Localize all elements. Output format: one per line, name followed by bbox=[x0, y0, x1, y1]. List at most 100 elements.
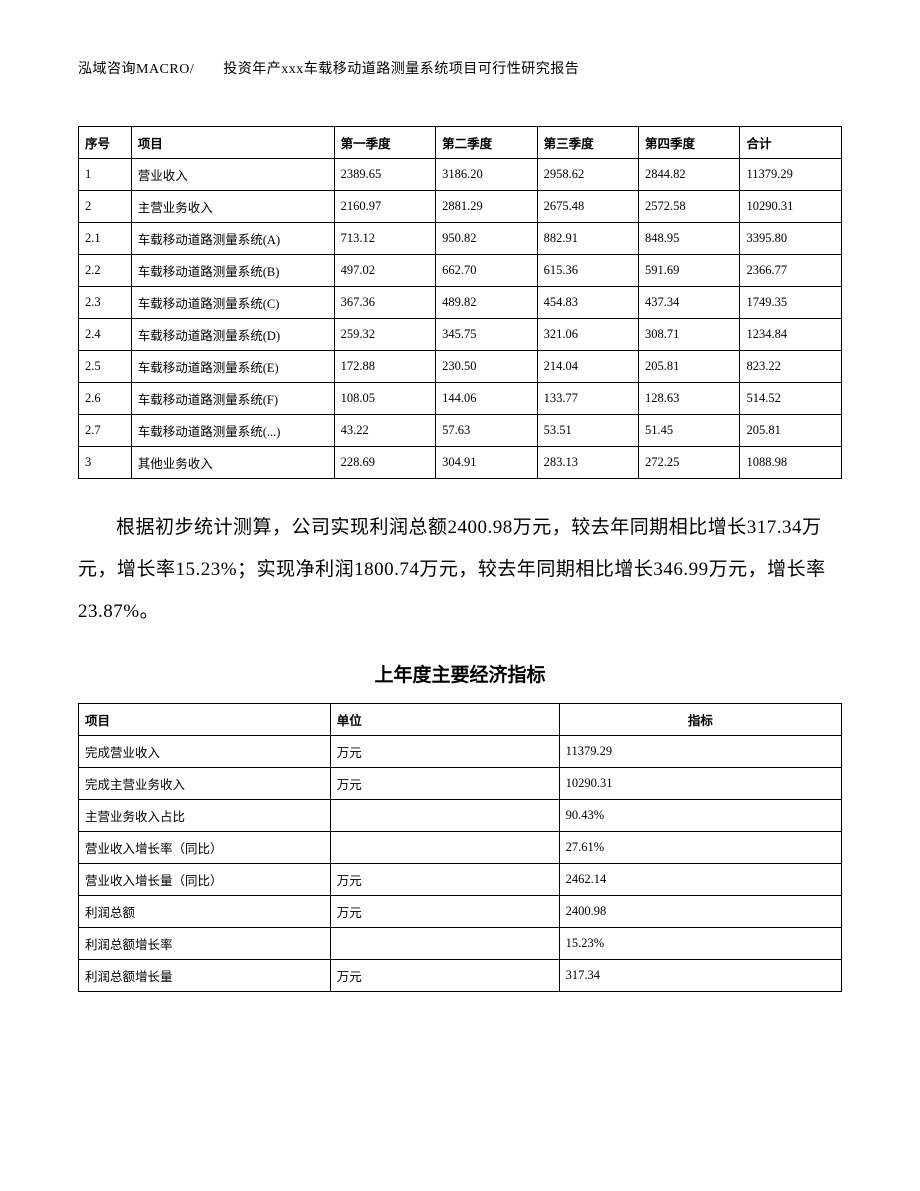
cell-total: 10290.31 bbox=[740, 191, 842, 223]
cell-q2: 144.06 bbox=[436, 383, 537, 415]
cell-total: 1234.84 bbox=[740, 319, 842, 351]
cell-item: 车载移动道路测量系统(B) bbox=[131, 255, 334, 287]
cell-q2: 304.91 bbox=[436, 447, 537, 479]
cell-unit: 万元 bbox=[330, 960, 559, 992]
cell-q4: 848.95 bbox=[639, 223, 740, 255]
th-q1: 第一季度 bbox=[334, 127, 435, 159]
cell-q2: 345.75 bbox=[436, 319, 537, 351]
cell-q1: 2160.97 bbox=[334, 191, 435, 223]
cell-unit: 万元 bbox=[330, 736, 559, 768]
cell-seq: 2.7 bbox=[79, 415, 132, 447]
cell-total: 3395.80 bbox=[740, 223, 842, 255]
economic-indicators-table: 项目 单位 指标 完成营业收入万元11379.29完成主营业务收入万元10290… bbox=[78, 703, 842, 992]
table-row: 营业收入增长率（同比）27.61% bbox=[79, 832, 842, 864]
cell-q1: 497.02 bbox=[334, 255, 435, 287]
cell-q3: 283.13 bbox=[537, 447, 638, 479]
table-row: 2.5车载移动道路测量系统(E)172.88230.50214.04205.81… bbox=[79, 351, 842, 383]
th-total: 合计 bbox=[740, 127, 842, 159]
cell-item: 车载移动道路测量系统(F) bbox=[131, 383, 334, 415]
cell-item: 主营业务收入 bbox=[131, 191, 334, 223]
cell-q4: 205.81 bbox=[639, 351, 740, 383]
cell-unit bbox=[330, 832, 559, 864]
table-row: 2.1车载移动道路测量系统(A)713.12950.82882.91848.95… bbox=[79, 223, 842, 255]
cell-value: 27.61% bbox=[559, 832, 841, 864]
cell-item: 主营业务收入占比 bbox=[79, 800, 331, 832]
cell-value: 11379.29 bbox=[559, 736, 841, 768]
cell-total: 205.81 bbox=[740, 415, 842, 447]
table-row: 利润总额增长量万元317.34 bbox=[79, 960, 842, 992]
table-row: 2.3车载移动道路测量系统(C)367.36489.82454.83437.34… bbox=[79, 287, 842, 319]
table-header-row: 序号 项目 第一季度 第二季度 第三季度 第四季度 合计 bbox=[79, 127, 842, 159]
table-row: 完成营业收入万元11379.29 bbox=[79, 736, 842, 768]
cell-seq: 2.6 bbox=[79, 383, 132, 415]
table-row: 主营业务收入占比 90.43% bbox=[79, 800, 842, 832]
cell-item: 车载移动道路测量系统(D) bbox=[131, 319, 334, 351]
cell-seq: 2.1 bbox=[79, 223, 132, 255]
table-row: 1营业收入2389.653186.202958.622844.8211379.2… bbox=[79, 159, 842, 191]
cell-item: 车载移动道路测量系统(...) bbox=[131, 415, 334, 447]
cell-q3: 882.91 bbox=[537, 223, 638, 255]
cell-value: 10290.31 bbox=[559, 768, 841, 800]
cell-q1: 228.69 bbox=[334, 447, 435, 479]
cell-seq: 2.2 bbox=[79, 255, 132, 287]
cell-q2: 950.82 bbox=[436, 223, 537, 255]
table-row: 2.6车载移动道路测量系统(F)108.05144.06133.77128.63… bbox=[79, 383, 842, 415]
cell-q3: 2958.62 bbox=[537, 159, 638, 191]
cell-q3: 2675.48 bbox=[537, 191, 638, 223]
cell-value: 90.43% bbox=[559, 800, 841, 832]
cell-value: 15.23% bbox=[559, 928, 841, 960]
cell-q3: 214.04 bbox=[537, 351, 638, 383]
table-row: 利润总额万元2400.98 bbox=[79, 896, 842, 928]
cell-q4: 2572.58 bbox=[639, 191, 740, 223]
summary-paragraph: 根据初步统计测算，公司实现利润总额2400.98万元，较去年同期相比增长317.… bbox=[78, 507, 842, 632]
cell-total: 11379.29 bbox=[740, 159, 842, 191]
table-row: 2.7车载移动道路测量系统(...)43.2257.6353.5151.4520… bbox=[79, 415, 842, 447]
cell-unit: 万元 bbox=[330, 864, 559, 896]
cell-q2: 489.82 bbox=[436, 287, 537, 319]
table-row: 完成主营业务收入万元10290.31 bbox=[79, 768, 842, 800]
cell-q1: 367.36 bbox=[334, 287, 435, 319]
cell-q2: 57.63 bbox=[436, 415, 537, 447]
table-row: 2主营业务收入2160.972881.292675.482572.5810290… bbox=[79, 191, 842, 223]
cell-unit bbox=[330, 928, 559, 960]
cell-total: 514.52 bbox=[740, 383, 842, 415]
cell-q3: 133.77 bbox=[537, 383, 638, 415]
cell-seq: 2.3 bbox=[79, 287, 132, 319]
section-subtitle: 上年度主要经济指标 bbox=[78, 660, 842, 687]
cell-q4: 591.69 bbox=[639, 255, 740, 287]
cell-unit bbox=[330, 800, 559, 832]
th-item: 项目 bbox=[79, 704, 331, 736]
cell-item: 利润总额 bbox=[79, 896, 331, 928]
th-q4: 第四季度 bbox=[639, 127, 740, 159]
table-row: 营业收入增长量（同比）万元2462.14 bbox=[79, 864, 842, 896]
cell-q1: 713.12 bbox=[334, 223, 435, 255]
cell-q3: 615.36 bbox=[537, 255, 638, 287]
table-row: 利润总额增长率 15.23% bbox=[79, 928, 842, 960]
cell-item: 利润总额增长率 bbox=[79, 928, 331, 960]
cell-q1: 172.88 bbox=[334, 351, 435, 383]
th-unit: 单位 bbox=[330, 704, 559, 736]
cell-q3: 454.83 bbox=[537, 287, 638, 319]
cell-q4: 272.25 bbox=[639, 447, 740, 479]
cell-q2: 662.70 bbox=[436, 255, 537, 287]
cell-item: 利润总额增长量 bbox=[79, 960, 331, 992]
cell-total: 2366.77 bbox=[740, 255, 842, 287]
table1-body: 1营业收入2389.653186.202958.622844.8211379.2… bbox=[79, 159, 842, 479]
table2-body: 完成营业收入万元11379.29完成主营业务收入万元10290.31主营业务收入… bbox=[79, 736, 842, 992]
cell-item: 其他业务收入 bbox=[131, 447, 334, 479]
table-row: 2.2车载移动道路测量系统(B)497.02662.70615.36591.69… bbox=[79, 255, 842, 287]
table-row: 2.4车载移动道路测量系统(D)259.32345.75321.06308.71… bbox=[79, 319, 842, 351]
cell-item: 车载移动道路测量系统(E) bbox=[131, 351, 334, 383]
cell-item: 完成营业收入 bbox=[79, 736, 331, 768]
cell-item: 营业收入 bbox=[131, 159, 334, 191]
cell-item: 营业收入增长量（同比） bbox=[79, 864, 331, 896]
cell-seq: 3 bbox=[79, 447, 132, 479]
cell-seq: 1 bbox=[79, 159, 132, 191]
cell-q1: 108.05 bbox=[334, 383, 435, 415]
cell-seq: 2.5 bbox=[79, 351, 132, 383]
cell-item: 车载移动道路测量系统(A) bbox=[131, 223, 334, 255]
th-item: 项目 bbox=[131, 127, 334, 159]
quarterly-revenue-table: 序号 项目 第一季度 第二季度 第三季度 第四季度 合计 1营业收入2389.6… bbox=[78, 126, 842, 479]
cell-q1: 2389.65 bbox=[334, 159, 435, 191]
cell-unit: 万元 bbox=[330, 768, 559, 800]
